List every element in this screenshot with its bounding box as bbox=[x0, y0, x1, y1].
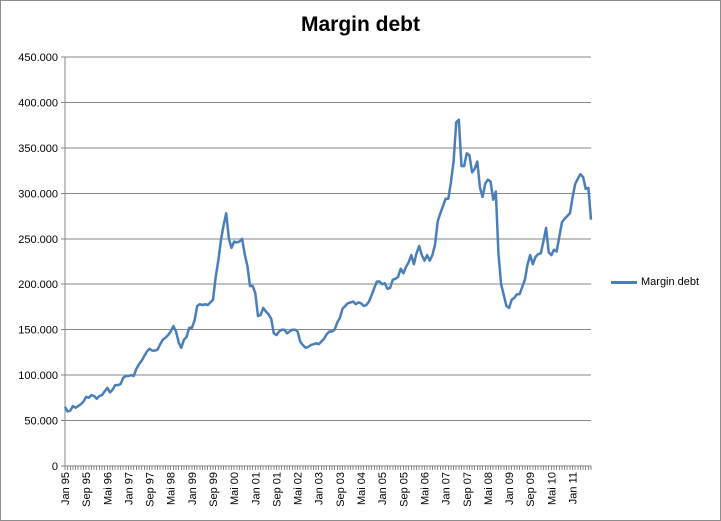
x-tick-label: Mai 08 bbox=[483, 472, 495, 505]
x-tick-label: Sep 07 bbox=[462, 472, 474, 507]
x-tick-label: Mai 10 bbox=[546, 472, 558, 505]
x-tick-label: Sep 99 bbox=[208, 472, 220, 507]
y-tick-label: 250.000 bbox=[18, 234, 58, 246]
series-line-margin-debt bbox=[63, 118, 593, 413]
x-tick-label: Mai 96 bbox=[102, 472, 114, 505]
x-tick-label: Jan 97 bbox=[123, 472, 135, 505]
x-tick-label: Mai 00 bbox=[229, 472, 241, 505]
y-tick-label: 400.000 bbox=[18, 97, 58, 109]
legend-label: Margin debt bbox=[641, 276, 700, 288]
chart-title: Margin debt bbox=[301, 13, 420, 36]
y-tick-label: 200.000 bbox=[18, 279, 58, 291]
x-tick-label: Jan 03 bbox=[314, 472, 326, 505]
legend-line-swatch bbox=[611, 280, 637, 284]
x-tick-label: Mai 98 bbox=[166, 472, 178, 505]
x-tick-label: Sep 03 bbox=[335, 472, 347, 507]
x-tick-label: Jan 05 bbox=[377, 472, 389, 505]
x-tick-label: Mai 06 bbox=[419, 472, 431, 505]
y-tick-label: 100.000 bbox=[18, 370, 58, 382]
y-tick-label: 0 bbox=[52, 461, 58, 473]
y-tick-label: 50.000 bbox=[24, 416, 58, 428]
y-tick-label: 300.000 bbox=[18, 188, 58, 200]
x-tick-label: Sep 97 bbox=[145, 472, 157, 507]
x-tick-label: Jan 11 bbox=[567, 472, 579, 504]
x-tick-label: Mai 02 bbox=[293, 472, 305, 505]
y-tick-label: 150.000 bbox=[18, 325, 58, 337]
x-tick-label: Jan 99 bbox=[187, 472, 199, 505]
y-tick-label: 450.000 bbox=[18, 52, 58, 64]
x-tick-label: Sep 95 bbox=[81, 472, 93, 507]
x-tick-label: Jan 95 bbox=[60, 472, 72, 505]
x-tick-label: Jan 09 bbox=[504, 472, 516, 505]
y-tick-label: 350.000 bbox=[18, 143, 58, 155]
x-tick-label: Sep 01 bbox=[271, 472, 283, 507]
legend: Margin debt bbox=[611, 276, 699, 288]
x-tick-label: Sep 05 bbox=[398, 472, 410, 507]
x-tick-label: Jan 07 bbox=[441, 472, 453, 505]
x-tick-label: Sep 09 bbox=[525, 472, 537, 507]
x-tick-label: Mai 04 bbox=[356, 472, 368, 505]
x-tick-label: Jan 01 bbox=[250, 472, 262, 505]
